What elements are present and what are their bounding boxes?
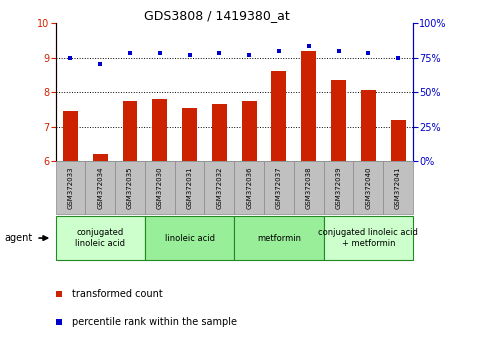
Bar: [212, 104, 227, 161]
Bar: [331, 80, 346, 161]
Point: [97, 62, 104, 67]
Text: metformin: metformin: [257, 234, 301, 242]
Bar: [324, 216, 413, 260]
Bar: [63, 111, 78, 161]
Point: [156, 51, 164, 56]
Point: [55, 291, 63, 297]
Bar: [354, 161, 383, 214]
Text: transformed count: transformed count: [71, 289, 162, 299]
Bar: [85, 161, 115, 214]
Text: GSM372032: GSM372032: [216, 166, 222, 209]
Point: [67, 55, 74, 60]
Point: [305, 44, 313, 49]
Bar: [383, 161, 413, 214]
Bar: [56, 216, 145, 260]
Text: GSM372030: GSM372030: [157, 166, 163, 209]
Bar: [324, 161, 354, 214]
Bar: [234, 216, 324, 260]
Bar: [56, 161, 85, 214]
Text: agent: agent: [5, 233, 33, 243]
Bar: [93, 154, 108, 161]
Bar: [264, 161, 294, 214]
Bar: [182, 108, 197, 161]
Text: GSM372035: GSM372035: [127, 166, 133, 209]
Text: GSM372033: GSM372033: [68, 166, 73, 209]
Bar: [175, 161, 204, 214]
Text: GSM372040: GSM372040: [365, 166, 371, 209]
Text: GSM372038: GSM372038: [306, 166, 312, 209]
Point: [245, 52, 253, 58]
Bar: [294, 161, 324, 214]
Bar: [204, 161, 234, 214]
Bar: [115, 161, 145, 214]
Text: conjugated
linoleic acid: conjugated linoleic acid: [75, 228, 125, 248]
Bar: [123, 101, 138, 161]
Bar: [145, 216, 234, 260]
Bar: [301, 51, 316, 161]
Bar: [145, 161, 175, 214]
Point: [275, 48, 283, 53]
Point: [394, 55, 402, 60]
Bar: [391, 120, 406, 161]
Point: [335, 48, 342, 53]
Point: [185, 52, 193, 58]
Text: GSM372039: GSM372039: [336, 166, 341, 209]
Point: [364, 51, 372, 56]
Bar: [242, 101, 256, 161]
Bar: [271, 72, 286, 161]
Point: [126, 51, 134, 56]
Text: conjugated linoleic acid
+ metformin: conjugated linoleic acid + metformin: [318, 228, 418, 248]
Text: percentile rank within the sample: percentile rank within the sample: [71, 317, 237, 327]
Text: GSM372031: GSM372031: [186, 166, 193, 209]
Point: [55, 319, 63, 325]
Text: GSM372037: GSM372037: [276, 166, 282, 209]
Bar: [234, 161, 264, 214]
Bar: [152, 99, 167, 161]
Text: GSM372036: GSM372036: [246, 166, 252, 209]
Bar: [361, 90, 376, 161]
Point: [215, 51, 223, 56]
Text: GSM372041: GSM372041: [395, 166, 401, 209]
Text: linoleic acid: linoleic acid: [165, 234, 214, 242]
Text: GSM372034: GSM372034: [97, 166, 103, 209]
Text: GDS3808 / 1419380_at: GDS3808 / 1419380_at: [144, 9, 290, 22]
